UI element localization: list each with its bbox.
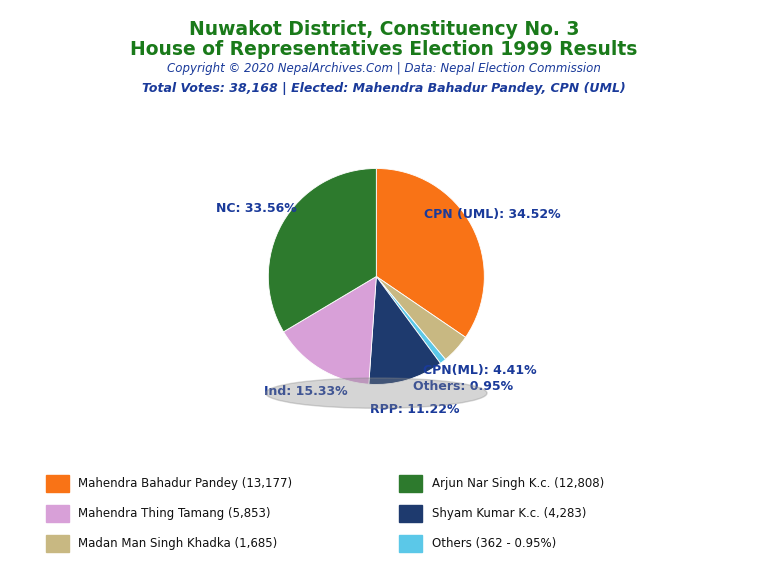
Text: Nuwakot District, Constituency No. 3: Nuwakot District, Constituency No. 3 — [189, 20, 579, 39]
Text: Copyright © 2020 NepalArchives.Com | Data: Nepal Election Commission: Copyright © 2020 NepalArchives.Com | Dat… — [167, 62, 601, 75]
Text: Shyam Kumar K.c. (4,283): Shyam Kumar K.c. (4,283) — [432, 507, 586, 520]
Text: Ind: 15.33%: Ind: 15.33% — [263, 385, 347, 398]
Wedge shape — [283, 276, 376, 384]
Text: Arjun Nar Singh K.c. (12,808): Arjun Nar Singh K.c. (12,808) — [432, 478, 604, 490]
Text: House of Representatives Election 1999 Results: House of Representatives Election 1999 R… — [131, 40, 637, 59]
Text: Mahendra Thing Tamang (5,853): Mahendra Thing Tamang (5,853) — [78, 507, 271, 520]
Text: Others (362 - 0.95%): Others (362 - 0.95%) — [432, 537, 556, 550]
Wedge shape — [376, 169, 485, 338]
Text: CPN(ML): 4.41%: CPN(ML): 4.41% — [423, 365, 537, 377]
Text: Total Votes: 38,168 | Elected: Mahendra Bahadur Pandey, CPN (UML): Total Votes: 38,168 | Elected: Mahendra … — [142, 82, 626, 96]
Text: Madan Man Singh Khadka (1,685): Madan Man Singh Khadka (1,685) — [78, 537, 277, 550]
Text: RPP: 11.22%: RPP: 11.22% — [370, 403, 460, 416]
Wedge shape — [369, 276, 440, 384]
Wedge shape — [376, 276, 465, 359]
Text: CPN (UML): 34.52%: CPN (UML): 34.52% — [425, 209, 561, 221]
Text: Mahendra Bahadur Pandey (13,177): Mahendra Bahadur Pandey (13,177) — [78, 478, 293, 490]
Wedge shape — [376, 276, 445, 363]
Text: Others: 0.95%: Others: 0.95% — [413, 380, 513, 393]
Text: NC: 33.56%: NC: 33.56% — [216, 202, 296, 215]
Ellipse shape — [266, 378, 487, 408]
Wedge shape — [268, 169, 376, 332]
